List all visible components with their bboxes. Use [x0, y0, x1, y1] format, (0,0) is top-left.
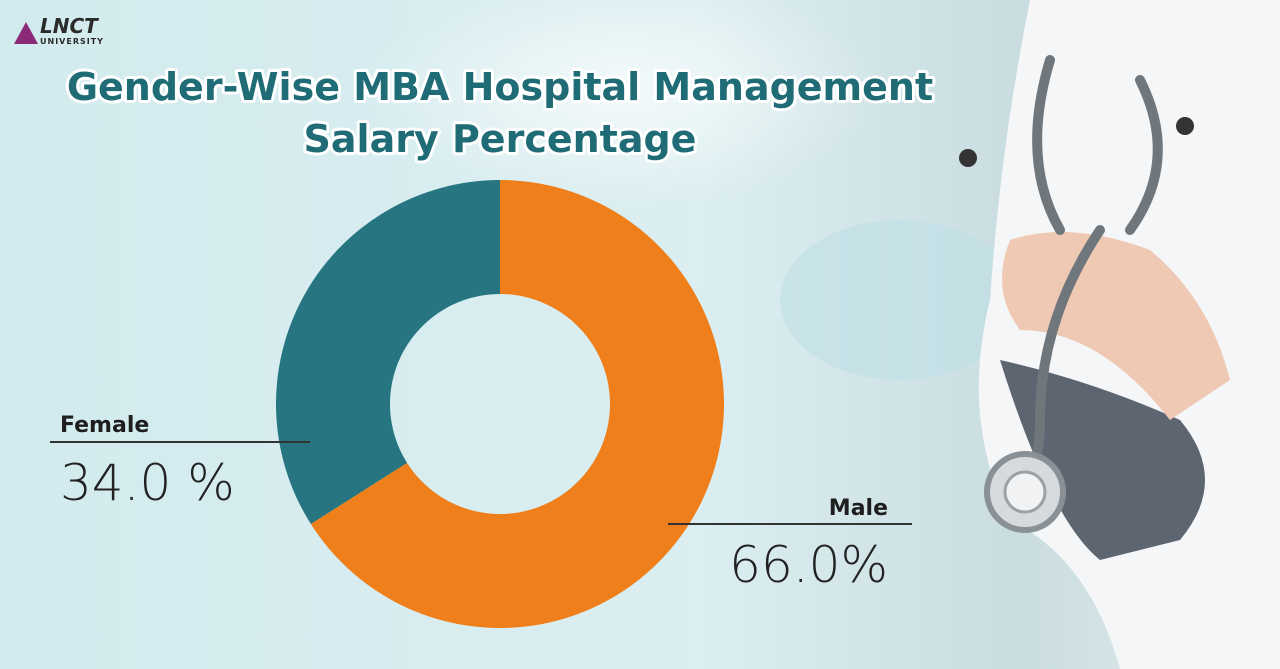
donut-slice [310, 180, 725, 628]
logo-icon [14, 22, 38, 44]
donut-slice [276, 180, 500, 525]
logo: LNCT UNIVERSITY [14, 14, 104, 46]
doctor-illustration [959, 0, 1280, 669]
category-label: Male [829, 496, 888, 521]
chart-title: Gender-Wise MBA Hospital Management [67, 65, 933, 109]
category-label: Female [60, 413, 149, 438]
background-blur [780, 220, 1020, 380]
chart-title: Salary Percentage [304, 117, 697, 161]
background-glow [360, 0, 880, 210]
logo-sub: UNIVERSITY [40, 37, 104, 46]
value-label: 66.0% [729, 536, 888, 594]
logo-name: LNCT [40, 14, 99, 38]
value-label: 34.0 % [60, 454, 235, 512]
